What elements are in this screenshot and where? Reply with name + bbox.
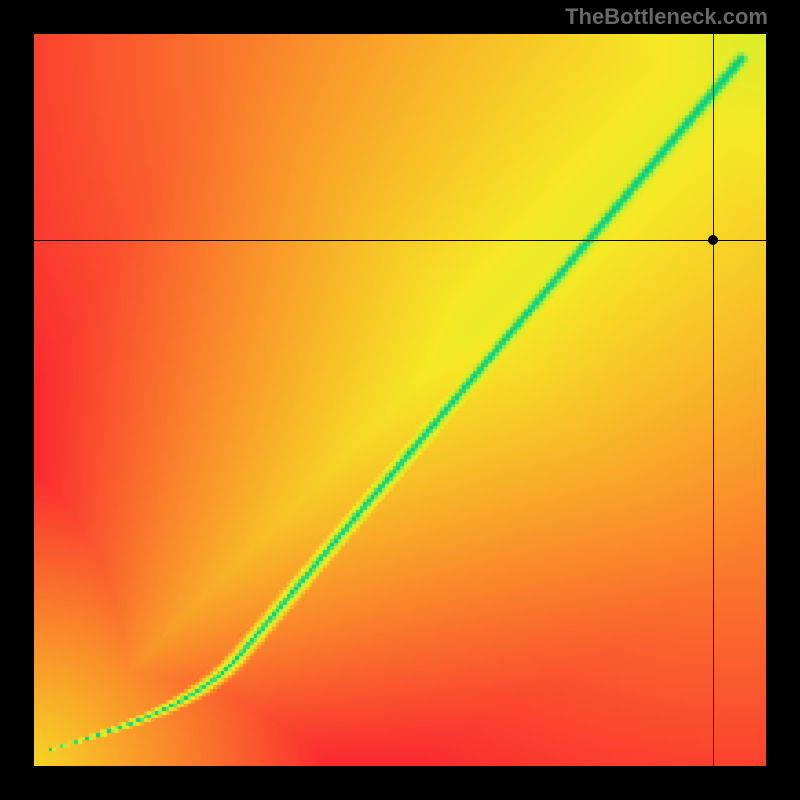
bottleneck-heatmap (34, 34, 766, 766)
watermark-text: TheBottleneck.com (565, 4, 768, 30)
crosshair-horizontal (34, 240, 766, 241)
crosshair-vertical (713, 34, 714, 766)
chart-container: { "type": "heatmap", "background_color":… (0, 0, 800, 800)
